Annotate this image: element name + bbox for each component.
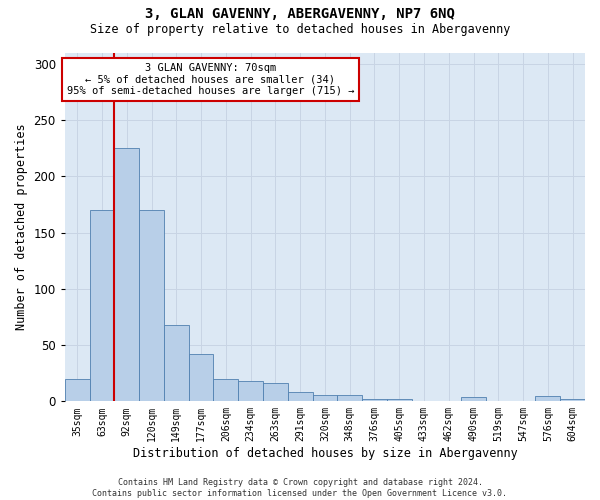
Bar — [214, 379, 238, 402]
Text: 3, GLAN GAVENNY, ABERGAVENNY, NP7 6NQ: 3, GLAN GAVENNY, ABERGAVENNY, NP7 6NQ — [145, 8, 455, 22]
Bar — [313, 394, 337, 402]
Bar — [461, 397, 486, 402]
Bar — [387, 399, 412, 402]
Bar — [188, 354, 214, 402]
Bar — [115, 148, 139, 402]
Bar — [288, 392, 313, 402]
Bar — [164, 325, 188, 402]
Text: Contains HM Land Registry data © Crown copyright and database right 2024.
Contai: Contains HM Land Registry data © Crown c… — [92, 478, 508, 498]
Bar — [65, 379, 89, 402]
Bar — [560, 399, 585, 402]
Bar — [89, 210, 115, 402]
Bar — [238, 381, 263, 402]
Bar — [263, 384, 288, 402]
Bar — [139, 210, 164, 402]
Text: Size of property relative to detached houses in Abergavenny: Size of property relative to detached ho… — [90, 22, 510, 36]
Bar — [362, 399, 387, 402]
Bar — [337, 394, 362, 402]
X-axis label: Distribution of detached houses by size in Abergavenny: Distribution of detached houses by size … — [133, 447, 517, 460]
Text: 3 GLAN GAVENNY: 70sqm
← 5% of detached houses are smaller (34)
95% of semi-detac: 3 GLAN GAVENNY: 70sqm ← 5% of detached h… — [67, 63, 354, 96]
Bar — [535, 396, 560, 402]
Y-axis label: Number of detached properties: Number of detached properties — [15, 124, 28, 330]
